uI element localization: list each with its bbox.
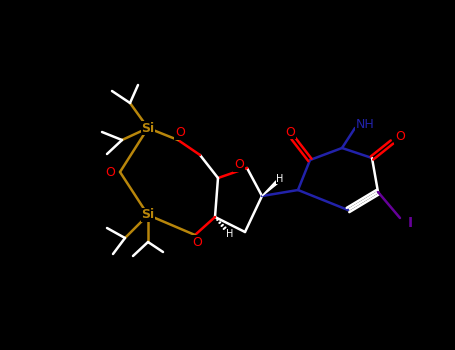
Text: O: O [192, 236, 202, 248]
Text: O: O [395, 131, 405, 144]
Text: O: O [105, 166, 115, 178]
Text: O: O [234, 159, 244, 172]
Text: O: O [105, 166, 115, 178]
Polygon shape [262, 181, 278, 196]
Text: Si: Si [142, 121, 155, 134]
Text: O: O [192, 236, 202, 248]
Text: O: O [175, 126, 185, 140]
Text: Si: Si [142, 209, 155, 222]
Text: I: I [407, 216, 413, 230]
Text: NH: NH [356, 119, 374, 132]
Text: H: H [226, 229, 234, 239]
Text: O: O [395, 131, 405, 144]
Text: H: H [226, 229, 234, 239]
Text: H: H [276, 174, 283, 184]
Text: O: O [285, 126, 295, 139]
Text: O: O [285, 126, 295, 139]
Text: O: O [175, 126, 185, 140]
Text: Si: Si [142, 121, 155, 134]
Text: NH: NH [356, 119, 374, 132]
Text: O: O [234, 159, 244, 172]
Text: Si: Si [142, 209, 155, 222]
Text: H: H [276, 174, 283, 184]
Text: I: I [407, 216, 413, 230]
